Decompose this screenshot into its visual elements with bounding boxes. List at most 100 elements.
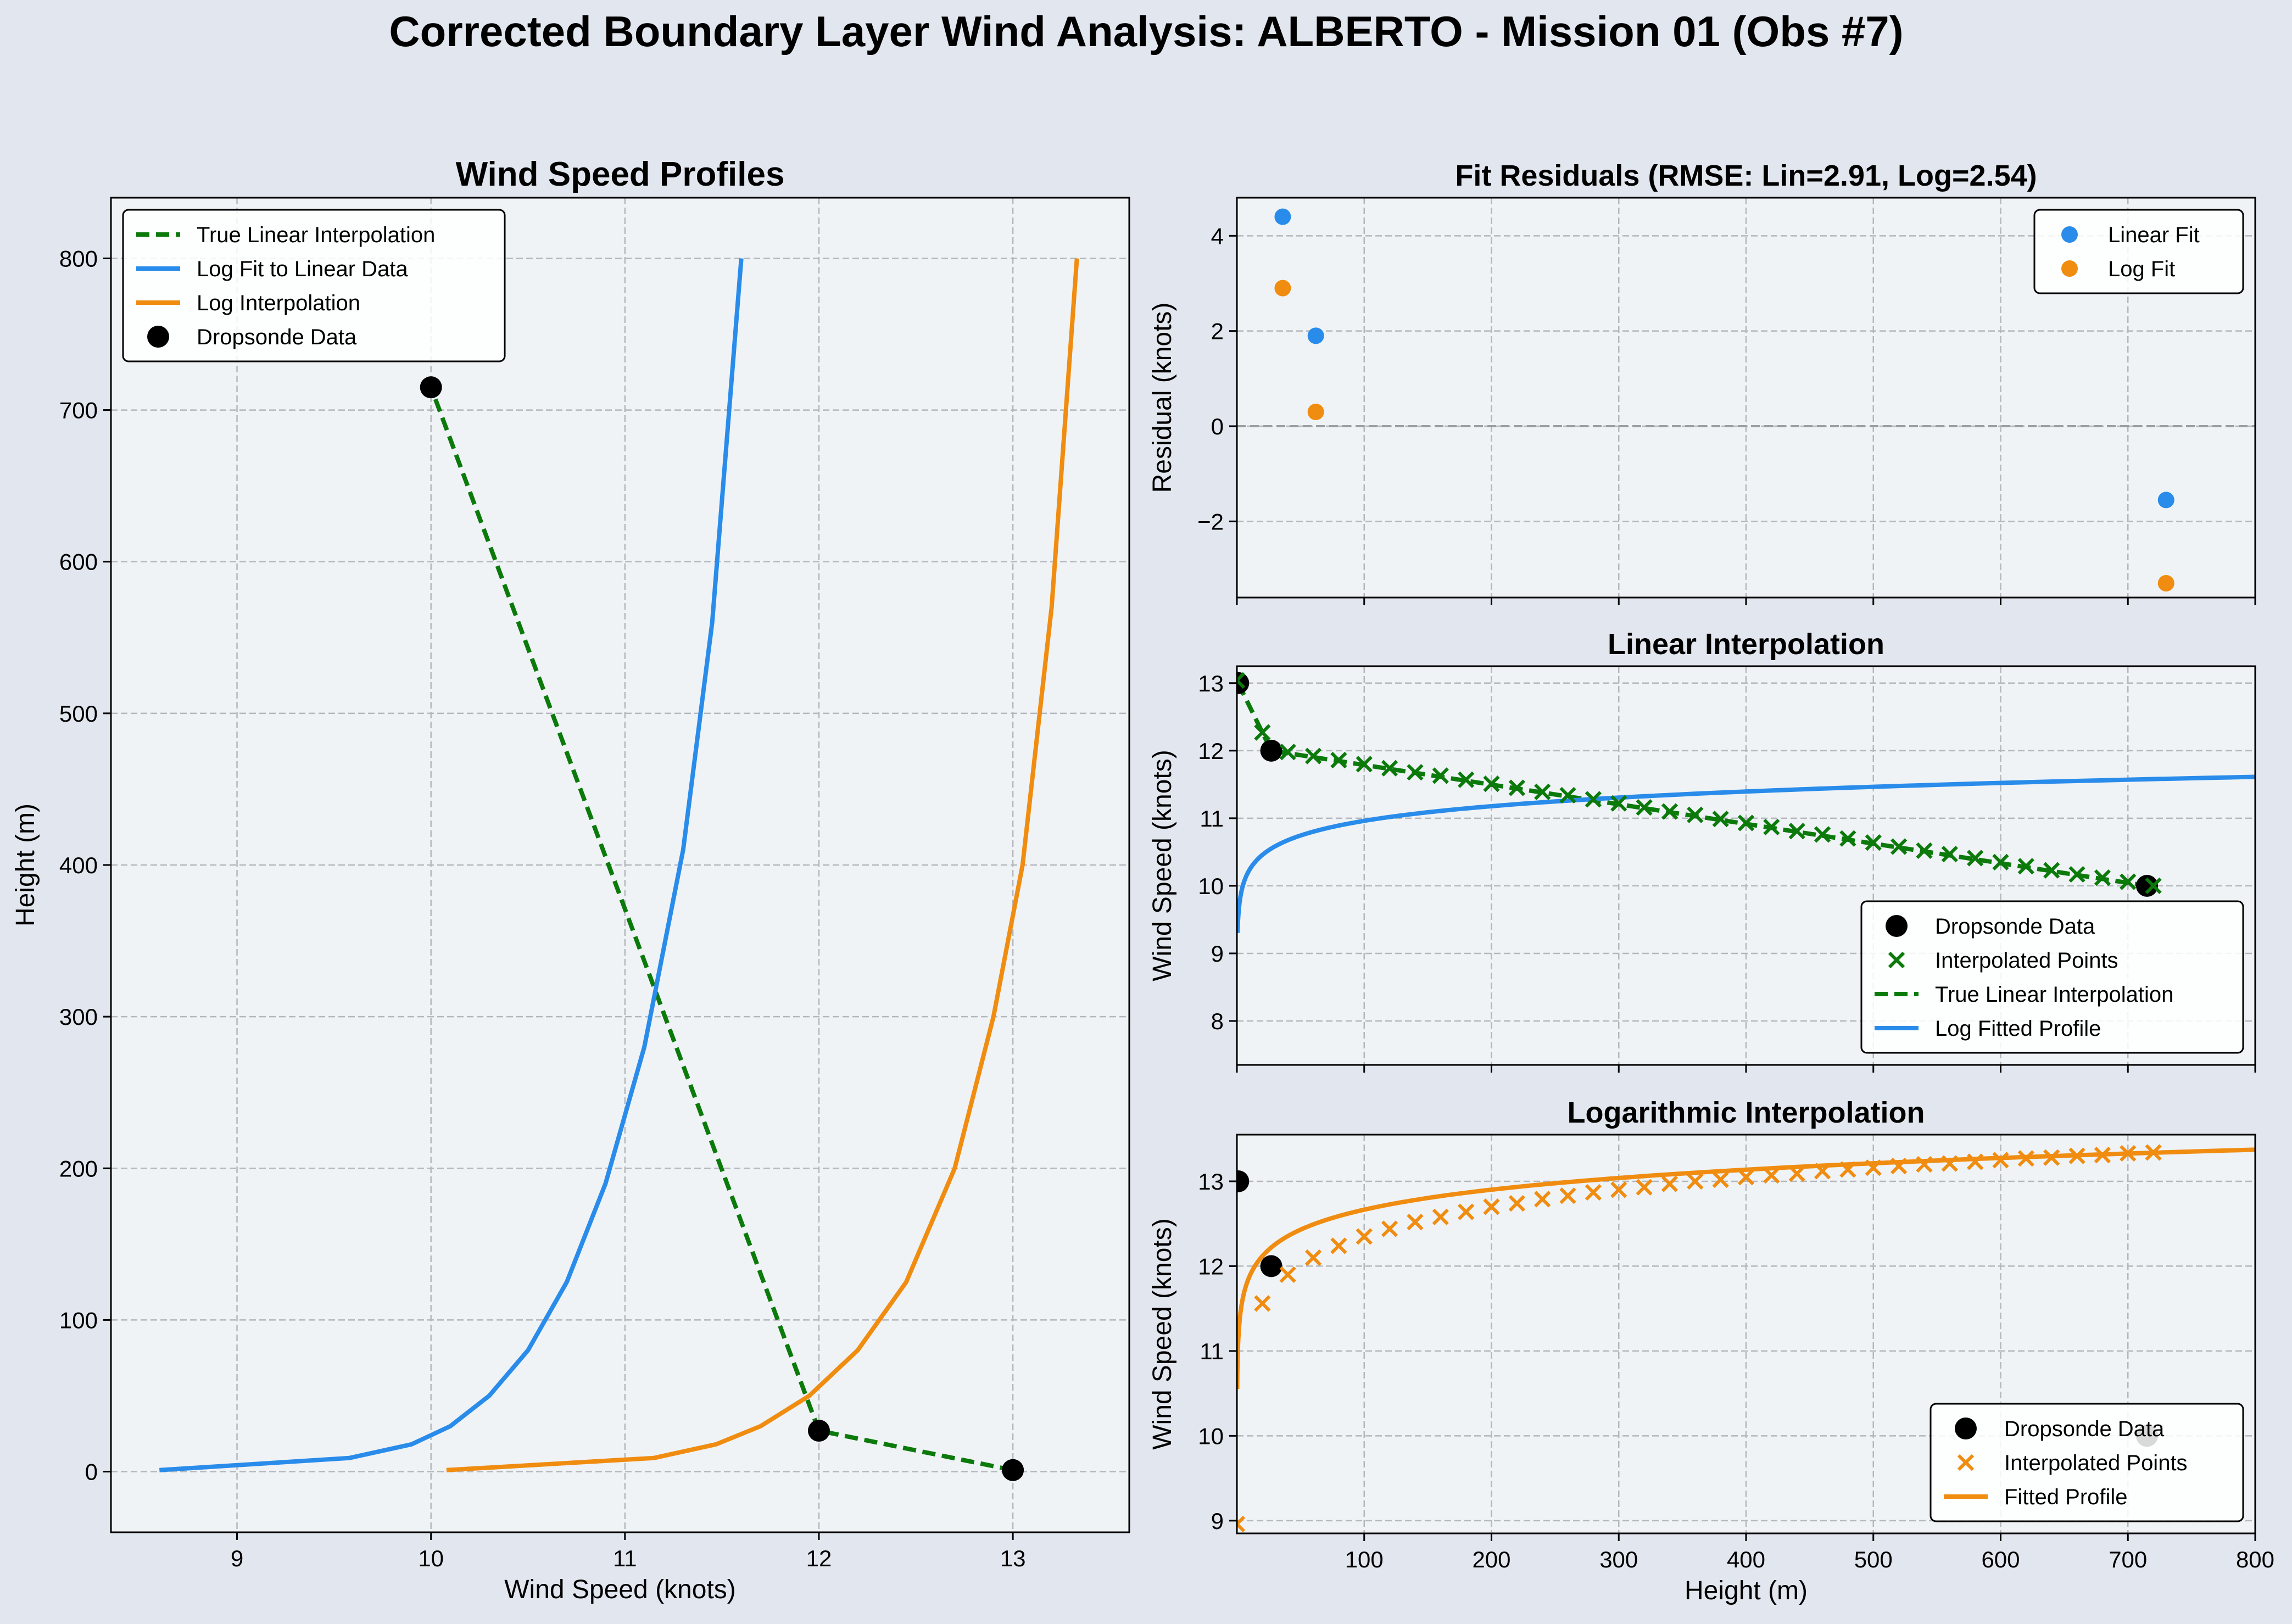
legend-marker bbox=[2061, 260, 2078, 277]
data-point-1-22 bbox=[1788, 1165, 1805, 1182]
y-tick-label: 13 bbox=[1198, 1169, 1224, 1195]
data-point-1-22-stroke-b bbox=[1788, 1165, 1805, 1182]
legend-label: Log Fitted Profile bbox=[1935, 1017, 2101, 1041]
data-point-1-33-stroke-b bbox=[2068, 866, 2085, 883]
data-point-1-2 bbox=[1279, 1266, 1296, 1283]
y-tick-label: 500 bbox=[59, 701, 98, 727]
y-axis-label: Residual (knots) bbox=[1148, 303, 1177, 493]
data-point-1-13-stroke-b bbox=[1559, 1187, 1576, 1204]
data-point-1-27-stroke-b bbox=[1916, 842, 1933, 860]
legend-item: True Linear Interpolation bbox=[136, 223, 435, 247]
legend: Dropsonde Data Interpolated Points Fitted … bbox=[1929, 1403, 2244, 1522]
chart-linear: 8 9 10 11 12 13 Linear Interpolation Wind Speed… bbox=[1148, 628, 2256, 1073]
legend-label: Interpolated Points bbox=[1935, 948, 2118, 973]
y-tick-label: 10 bbox=[1198, 1423, 1224, 1449]
data-point-1-5 bbox=[1356, 756, 1373, 773]
legend-item: Log Interpolation bbox=[136, 291, 360, 315]
data-point-1-32-stroke-b bbox=[2043, 862, 2060, 879]
data-point-1-28 bbox=[1941, 1155, 1958, 1172]
data-point-0-2 bbox=[2157, 492, 2174, 509]
x-tick-label: 9 bbox=[231, 1545, 243, 1571]
data-point-1-35-stroke-b bbox=[2120, 1145, 2137, 1162]
data-point-1-14 bbox=[1585, 791, 1602, 808]
data-point-1-26 bbox=[1890, 838, 1908, 855]
data-point-1-32 bbox=[2043, 862, 2060, 879]
data-point-1-36-stroke-b bbox=[2145, 1144, 2162, 1161]
legend-item: Log Fit to Linear Data bbox=[136, 257, 408, 281]
data-point-1-18 bbox=[1687, 806, 1704, 823]
data-point-1-8 bbox=[1432, 767, 1449, 784]
legend-box bbox=[1929, 1403, 2244, 1522]
data-point-1-24-stroke-b bbox=[1839, 1161, 1856, 1178]
data-point-1-4-stroke-b bbox=[1330, 751, 1347, 769]
data-point-1-2-stroke-b bbox=[1279, 1266, 1296, 1283]
y-tick-label: 700 bbox=[59, 398, 98, 423]
data-point-1-20-stroke-b bbox=[1737, 1169, 1755, 1186]
data-point-1-4-stroke-b bbox=[1330, 1237, 1347, 1254]
data-point-1-9 bbox=[1458, 771, 1475, 788]
y-tick-label: 0 bbox=[1211, 414, 1224, 439]
data-point-1-34-stroke-b bbox=[2094, 869, 2111, 886]
y-tick-label: 12 bbox=[1198, 1253, 1224, 1279]
data-point-0-2 bbox=[2136, 874, 2159, 897]
data-point-1-14 bbox=[1585, 1184, 1602, 1201]
y-tick-label: 12 bbox=[1198, 738, 1224, 764]
x-tick-label: 700 bbox=[2109, 1547, 2147, 1572]
legend-box bbox=[122, 209, 506, 362]
data-point-1-2 bbox=[2157, 575, 2174, 591]
data-point-1-22 bbox=[1788, 823, 1805, 840]
data-point-1-5-stroke-b bbox=[1356, 1228, 1373, 1245]
data-point-1-21-stroke-b bbox=[1763, 818, 1780, 835]
data-point-1-27-stroke-b bbox=[1916, 1156, 1933, 1173]
legend-marker bbox=[1886, 915, 1908, 937]
legend-label: Interpolated Points bbox=[2004, 1451, 2188, 1475]
series-line-1 bbox=[159, 258, 744, 1472]
legend: Dropsonde Data Interpolated Points True Li… bbox=[1860, 900, 2244, 1054]
data-point-1-13 bbox=[1559, 1187, 1576, 1204]
data-point-1-10 bbox=[1483, 1198, 1500, 1215]
data-point-1-34 bbox=[2094, 1146, 2111, 1164]
data-point-1-1 bbox=[1254, 1295, 1271, 1312]
data-point-1-12-stroke-b bbox=[1534, 783, 1551, 800]
y-axis-label: Wind Speed (knots) bbox=[1148, 750, 1177, 981]
plot-marks bbox=[1274, 208, 2174, 591]
data-point-1-4 bbox=[1330, 1237, 1347, 1254]
x-tick-label: 300 bbox=[1599, 1547, 1638, 1572]
data-point-1-3 bbox=[1304, 747, 1322, 764]
legend-label: Log Interpolation bbox=[197, 291, 360, 315]
legend-item: Dropsonde Data bbox=[147, 325, 357, 349]
legend-marker-stroke-b bbox=[1957, 1454, 1975, 1471]
data-point-1-3 bbox=[1304, 1249, 1322, 1266]
y-tick-label: 300 bbox=[59, 1004, 98, 1030]
chart-title: Logarithmic Interpolation bbox=[1567, 1096, 1925, 1129]
data-point-1-0 bbox=[1237, 1515, 1246, 1533]
data-point-1-34 bbox=[2094, 869, 2111, 886]
legend-item: Log Fitted Profile bbox=[1875, 1017, 2101, 1041]
legend-marker bbox=[147, 326, 169, 348]
x-tick-label: 11 bbox=[613, 1545, 637, 1571]
chart-title: Fit Residuals (RMSE: Lin=2.91, Log=2.54) bbox=[1455, 159, 2037, 192]
data-point-1-21 bbox=[1763, 1167, 1780, 1184]
data-point-1-7 bbox=[1407, 1213, 1424, 1231]
data-point-1-16-stroke-b bbox=[1636, 1179, 1653, 1196]
legend-item: Linear Fit bbox=[2061, 223, 2200, 247]
data-point-1-23 bbox=[1814, 826, 1831, 843]
data-point-1-7-stroke-b bbox=[1407, 1213, 1424, 1231]
data-point-1-6 bbox=[1381, 1220, 1398, 1237]
data-point-1-2 bbox=[1279, 744, 1296, 761]
data-point-1-16 bbox=[1636, 799, 1653, 816]
series-line-2 bbox=[446, 258, 1079, 1472]
data-point-1-16-stroke-b bbox=[1636, 799, 1653, 816]
data-point-1-13-stroke-b bbox=[1559, 786, 1576, 804]
y-axis-label: Wind Speed (knots) bbox=[1148, 1218, 1177, 1450]
y-tick-label: 9 bbox=[1211, 941, 1224, 967]
x-tick-label: 600 bbox=[1981, 1547, 2020, 1572]
legend: True Linear Interpolation Log Fit to Line… bbox=[122, 209, 506, 362]
legend-marker bbox=[2061, 226, 2078, 243]
data-point-1-31 bbox=[2017, 1150, 2034, 1167]
data-point-1-9-stroke-b bbox=[1458, 771, 1475, 788]
data-point-1-15-stroke-b bbox=[1610, 1181, 1627, 1198]
legend-label: Linear Fit bbox=[2108, 223, 2200, 247]
data-point-1-36-stroke-b bbox=[2145, 877, 2162, 895]
